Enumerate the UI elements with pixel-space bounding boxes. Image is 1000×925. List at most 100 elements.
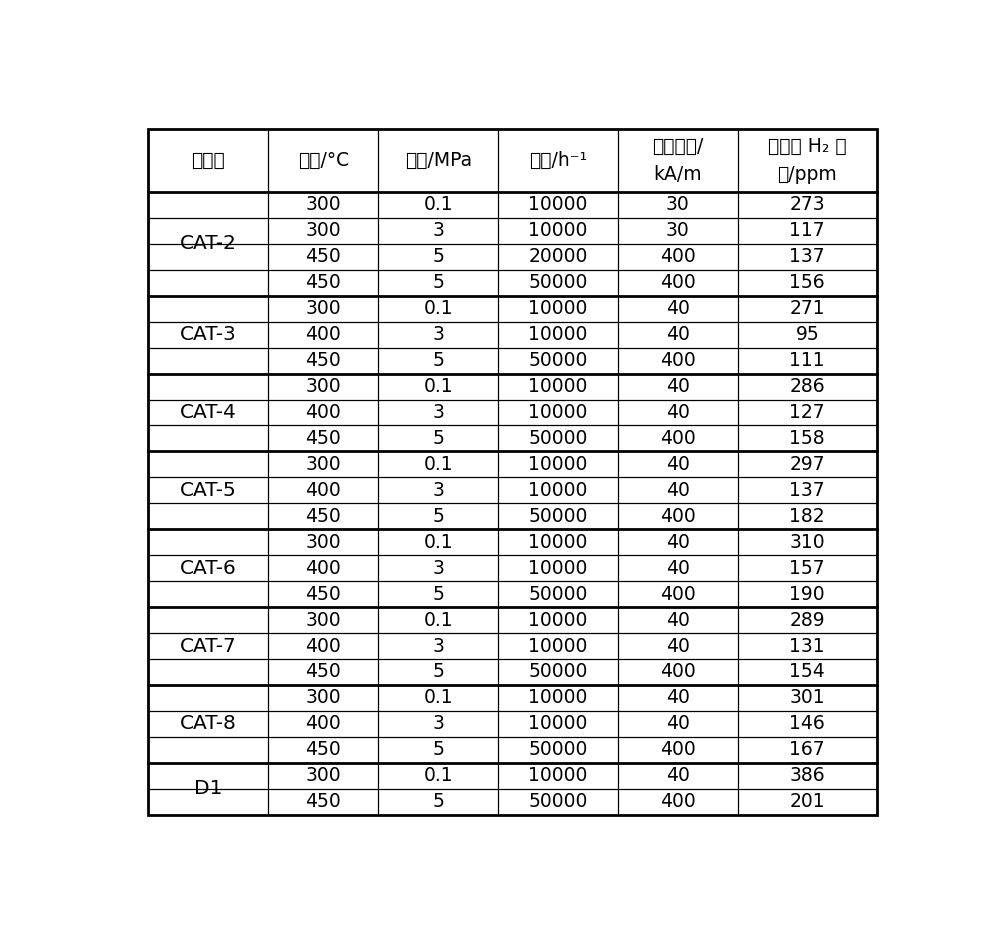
Text: 3: 3 xyxy=(432,636,444,656)
Text: 450: 450 xyxy=(305,585,341,604)
Text: kA/m: kA/m xyxy=(654,165,702,184)
Text: 0.1: 0.1 xyxy=(423,299,453,318)
Text: 273: 273 xyxy=(789,195,825,215)
Text: 10000: 10000 xyxy=(528,299,588,318)
Text: 289: 289 xyxy=(789,610,825,630)
Text: 50000: 50000 xyxy=(528,507,588,525)
Text: 3: 3 xyxy=(432,714,444,734)
Text: 50000: 50000 xyxy=(528,352,588,370)
Text: CAT-6: CAT-6 xyxy=(180,559,237,578)
Text: 50000: 50000 xyxy=(528,740,588,759)
Text: 3: 3 xyxy=(432,221,444,240)
Text: 5: 5 xyxy=(432,740,444,759)
Text: 10000: 10000 xyxy=(528,636,588,656)
Text: 40: 40 xyxy=(666,688,690,708)
Text: 301: 301 xyxy=(789,688,825,708)
Text: 50000: 50000 xyxy=(528,273,588,292)
Text: 10000: 10000 xyxy=(528,403,588,422)
Text: 5: 5 xyxy=(432,792,444,811)
Text: 10000: 10000 xyxy=(528,714,588,734)
Text: 450: 450 xyxy=(305,507,341,525)
Text: 5: 5 xyxy=(432,352,444,370)
Text: 5: 5 xyxy=(432,247,444,266)
Text: 空速/h⁻¹: 空速/h⁻¹ xyxy=(529,151,587,170)
Text: 度/ppm: 度/ppm xyxy=(777,165,837,184)
Text: CAT-4: CAT-4 xyxy=(180,403,237,422)
Text: 0.1: 0.1 xyxy=(423,766,453,785)
Text: 300: 300 xyxy=(305,377,341,396)
Text: 0.1: 0.1 xyxy=(423,533,453,551)
Text: 50000: 50000 xyxy=(528,792,588,811)
Text: 0.1: 0.1 xyxy=(423,455,453,474)
Text: 117: 117 xyxy=(789,221,825,240)
Text: 50000: 50000 xyxy=(528,662,588,682)
Text: 450: 450 xyxy=(305,429,341,448)
Text: 127: 127 xyxy=(789,403,825,422)
Text: CAT-5: CAT-5 xyxy=(180,481,237,500)
Text: 137: 137 xyxy=(789,247,825,266)
Text: CAT-3: CAT-3 xyxy=(180,325,237,344)
Text: 300: 300 xyxy=(305,533,341,551)
Text: 0.1: 0.1 xyxy=(423,377,453,396)
Text: 3: 3 xyxy=(432,403,444,422)
Text: 5: 5 xyxy=(432,507,444,525)
Text: 400: 400 xyxy=(305,636,341,656)
Text: 5: 5 xyxy=(432,585,444,604)
Text: 40: 40 xyxy=(666,299,690,318)
Text: 286: 286 xyxy=(789,377,825,396)
Text: 450: 450 xyxy=(305,352,341,370)
Text: 167: 167 xyxy=(789,740,825,759)
Text: CAT-8: CAT-8 xyxy=(180,714,237,734)
Text: 400: 400 xyxy=(305,325,341,344)
Text: 50000: 50000 xyxy=(528,429,588,448)
Text: 400: 400 xyxy=(305,403,341,422)
Text: 182: 182 xyxy=(789,507,825,525)
Text: 10000: 10000 xyxy=(528,195,588,215)
Text: 157: 157 xyxy=(789,559,825,578)
Text: 450: 450 xyxy=(305,273,341,292)
Text: 10000: 10000 xyxy=(528,533,588,551)
Text: 400: 400 xyxy=(305,714,341,734)
Text: 450: 450 xyxy=(305,740,341,759)
Text: 40: 40 xyxy=(666,403,690,422)
Text: 300: 300 xyxy=(305,299,341,318)
Text: 40: 40 xyxy=(666,610,690,630)
Text: 5: 5 xyxy=(432,273,444,292)
Text: 10000: 10000 xyxy=(528,481,588,500)
Text: 40: 40 xyxy=(666,377,690,396)
Text: 158: 158 xyxy=(789,429,825,448)
Text: 压力/MPa: 压力/MPa xyxy=(405,151,472,170)
Text: 0.1: 0.1 xyxy=(423,688,453,708)
Text: 386: 386 xyxy=(789,766,825,785)
Text: 10000: 10000 xyxy=(528,455,588,474)
Text: 190: 190 xyxy=(789,585,825,604)
Text: 10000: 10000 xyxy=(528,688,588,708)
Text: 111: 111 xyxy=(789,352,825,370)
Text: 40: 40 xyxy=(666,325,690,344)
Text: 20000: 20000 xyxy=(528,247,588,266)
Text: 40: 40 xyxy=(666,533,690,551)
Text: 产物中 H₂ 浓: 产物中 H₂ 浓 xyxy=(768,137,847,156)
Text: 10000: 10000 xyxy=(528,559,588,578)
Text: 3: 3 xyxy=(432,481,444,500)
Text: 30: 30 xyxy=(666,195,690,215)
Text: 137: 137 xyxy=(789,481,825,500)
Text: 146: 146 xyxy=(789,714,825,734)
Text: 297: 297 xyxy=(789,455,825,474)
Text: 40: 40 xyxy=(666,714,690,734)
Text: 10000: 10000 xyxy=(528,610,588,630)
Text: 10000: 10000 xyxy=(528,377,588,396)
Text: 300: 300 xyxy=(305,221,341,240)
Text: 450: 450 xyxy=(305,792,341,811)
Text: 10000: 10000 xyxy=(528,325,588,344)
Text: 400: 400 xyxy=(660,585,696,604)
Text: 40: 40 xyxy=(666,766,690,785)
Text: 400: 400 xyxy=(660,507,696,525)
Text: 300: 300 xyxy=(305,610,341,630)
Text: 40: 40 xyxy=(666,481,690,500)
Text: 40: 40 xyxy=(666,559,690,578)
Text: CAT-2: CAT-2 xyxy=(180,234,237,253)
Text: 95: 95 xyxy=(795,325,819,344)
Text: 400: 400 xyxy=(305,559,341,578)
Text: 400: 400 xyxy=(660,352,696,370)
